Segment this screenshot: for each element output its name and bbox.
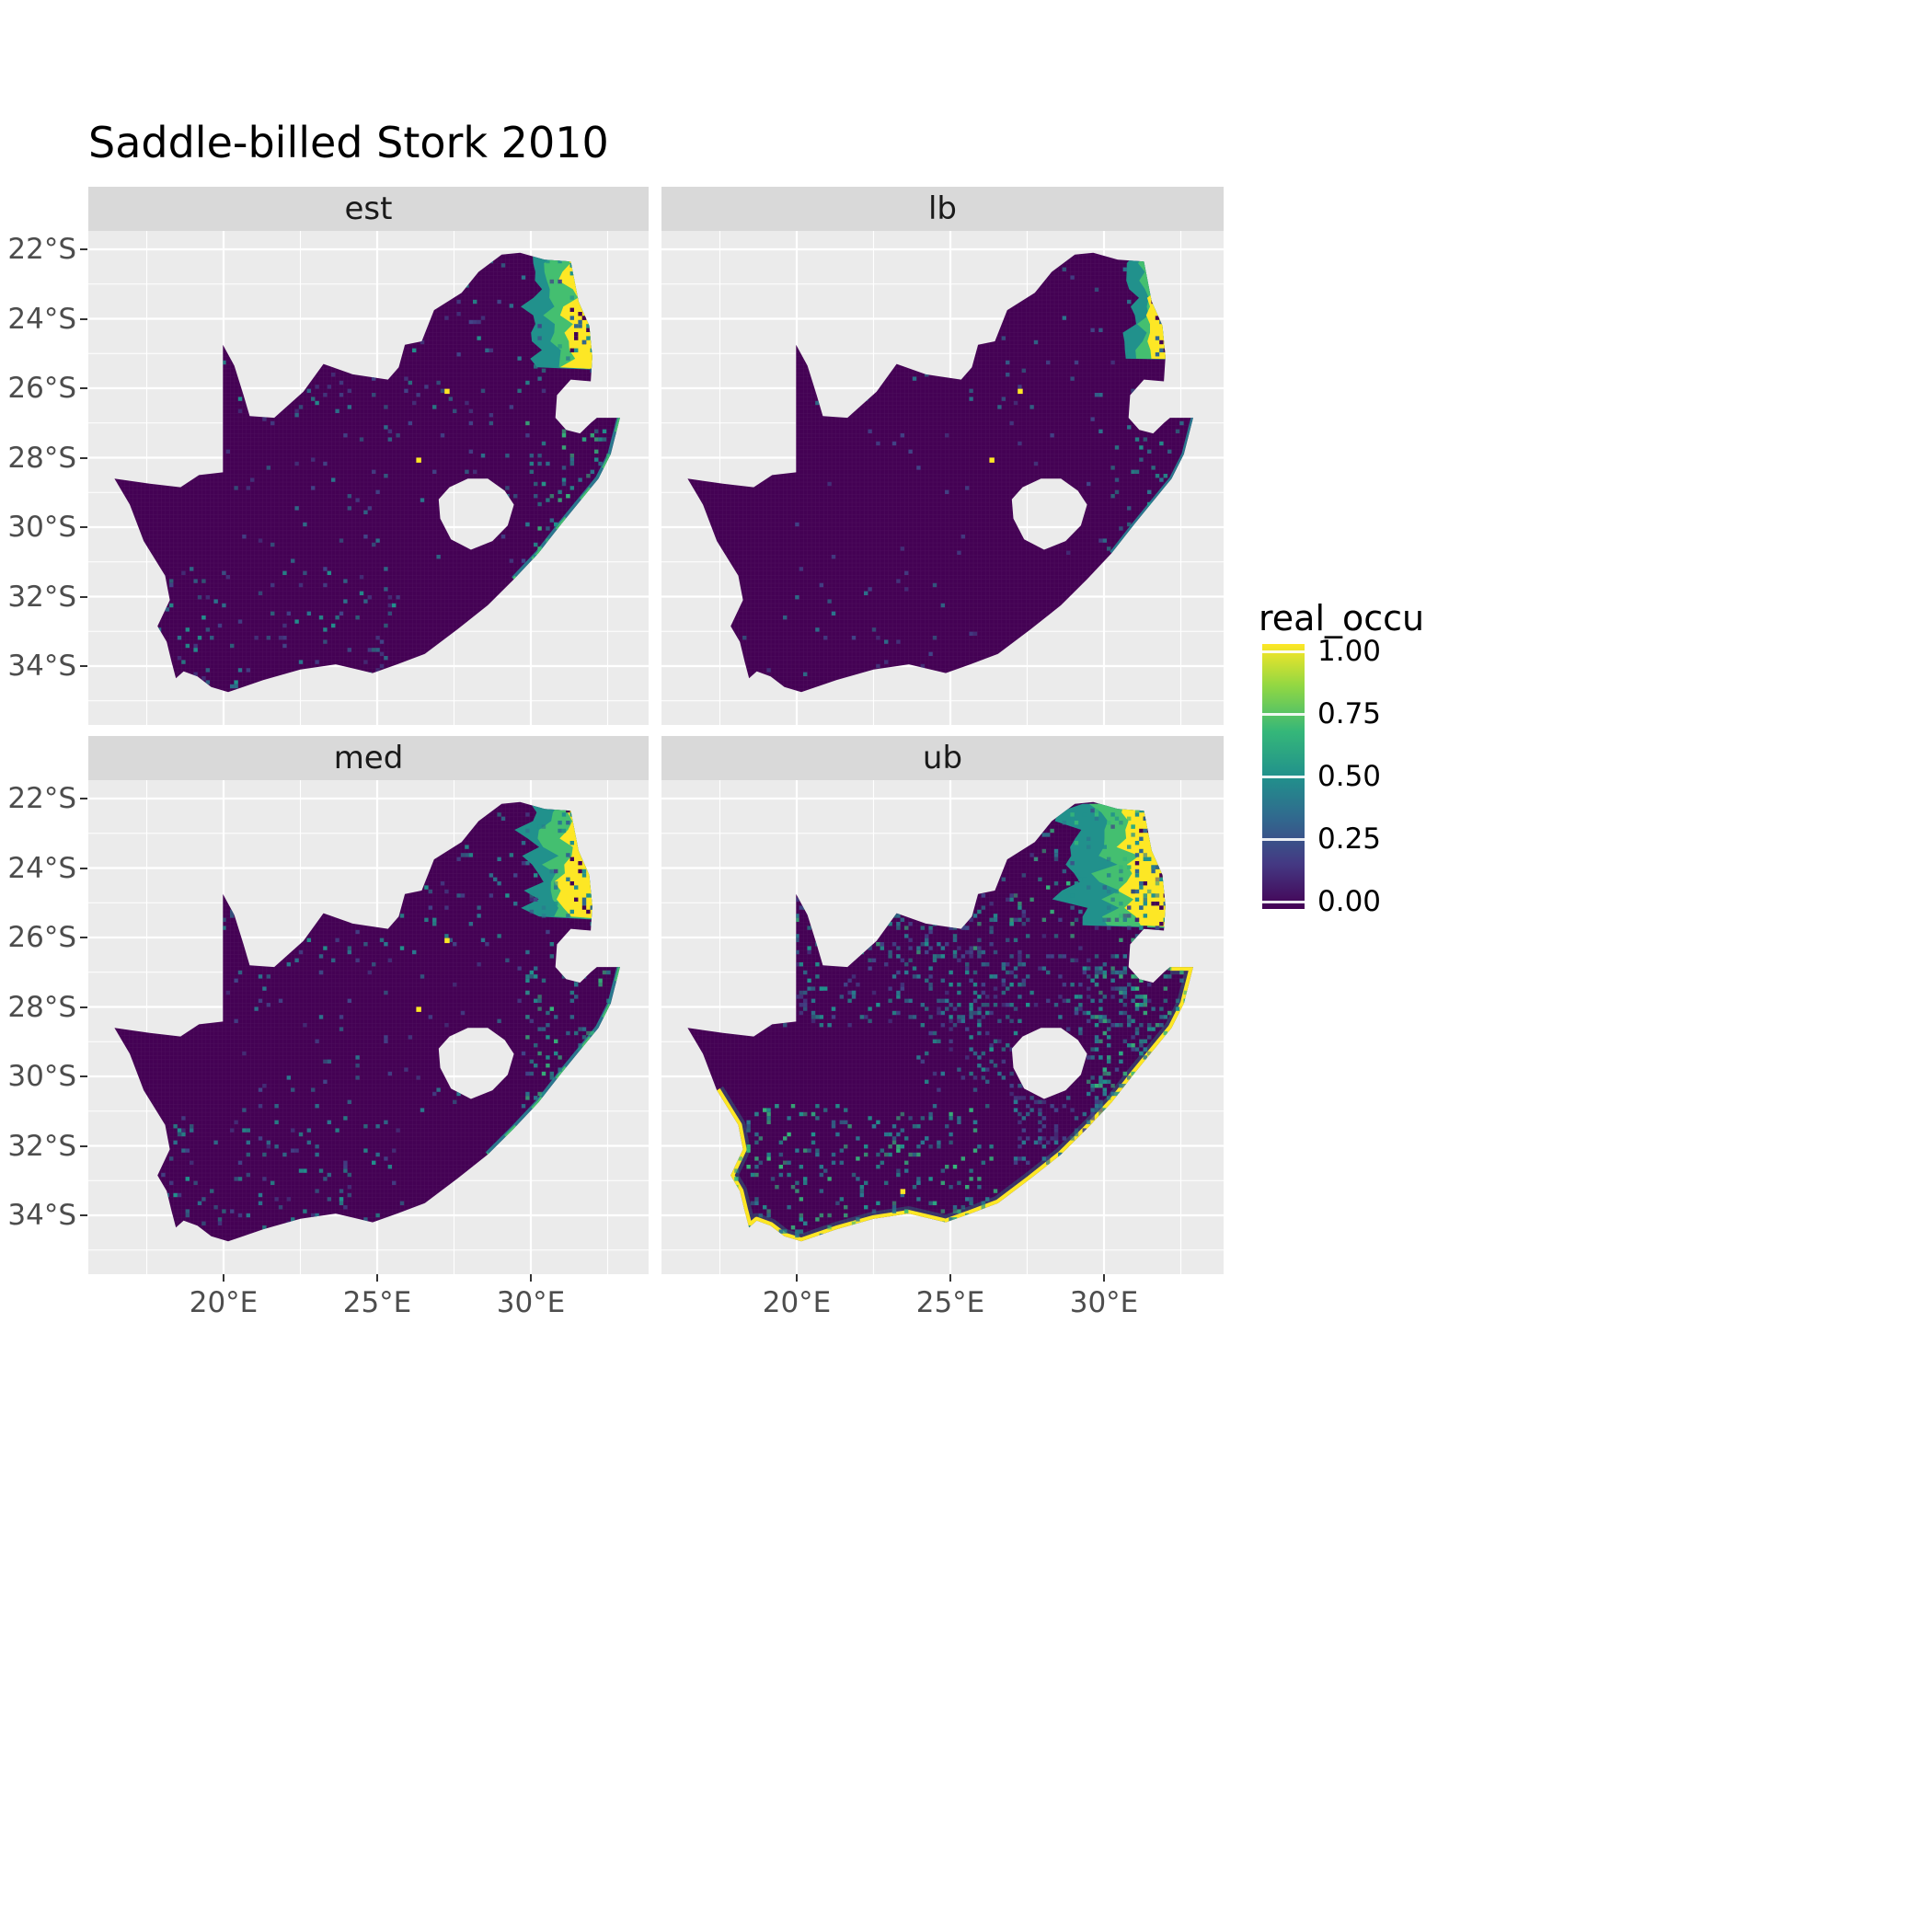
panel-med	[88, 780, 649, 1274]
y-tick-mark	[80, 387, 87, 390]
facet-strip-label: lb	[927, 190, 958, 227]
y-axis-label: 22°S	[7, 233, 76, 266]
y-axis-label: 28°S	[7, 990, 76, 1024]
facet-strip-med: med	[88, 736, 649, 780]
y-tick-mark	[80, 1075, 87, 1078]
y-axis-label: 24°S	[7, 851, 76, 885]
panel-est	[88, 231, 649, 725]
x-tick-mark	[949, 1274, 952, 1282]
y-tick-mark	[80, 456, 87, 459]
chart-title: Saddle-billed Stork 2010	[88, 118, 609, 167]
facet-strip-label: ub	[922, 740, 963, 776]
x-axis-label: 20°E	[762, 1286, 832, 1319]
x-axis-label: 30°E	[1069, 1286, 1139, 1319]
y-tick-mark	[80, 595, 87, 598]
facet-strip-lb: lb	[661, 187, 1224, 231]
y-axis-label: 26°S	[7, 372, 76, 405]
legend-tick-label: 0.75	[1317, 697, 1382, 730]
y-axis-label: 22°S	[7, 782, 76, 815]
y-axis-label: 30°S	[7, 1060, 76, 1093]
x-tick-mark	[223, 1274, 225, 1282]
legend-tick-mark	[1262, 838, 1305, 841]
facet-strip-label: med	[333, 740, 404, 776]
y-axis-label: 34°S	[7, 650, 76, 683]
x-tick-mark	[796, 1274, 799, 1282]
y-axis-label: 24°S	[7, 302, 76, 336]
y-tick-mark	[80, 937, 87, 939]
legend-title: real_occu	[1259, 598, 1425, 638]
legend-tick-mark	[1262, 713, 1305, 716]
y-tick-mark	[80, 1144, 87, 1147]
y-axis-label: 28°S	[7, 441, 76, 475]
map-lb	[661, 231, 1224, 725]
y-tick-mark	[80, 526, 87, 529]
legend-tick-mark	[1262, 650, 1305, 653]
y-tick-mark	[80, 1214, 87, 1217]
facet-strip-est: est	[88, 187, 649, 231]
facet-strip-label: est	[344, 190, 393, 227]
map-est	[88, 231, 649, 725]
y-tick-mark	[80, 665, 87, 668]
legend-tick-mark	[1262, 901, 1305, 903]
x-axis-label: 20°E	[189, 1286, 259, 1319]
y-tick-mark	[80, 798, 87, 800]
y-axis-label: 32°S	[7, 580, 76, 614]
y-axis-label: 32°S	[7, 1129, 76, 1163]
y-axis-label: 26°S	[7, 921, 76, 954]
x-tick-mark	[1103, 1274, 1106, 1282]
legend-tick-label: 0.25	[1317, 822, 1382, 856]
y-tick-mark	[80, 1006, 87, 1008]
x-axis-label: 25°E	[915, 1286, 985, 1319]
map-ub	[661, 780, 1224, 1274]
legend-tick-label: 0.50	[1317, 760, 1382, 793]
panel-ub	[661, 780, 1224, 1274]
map-med	[88, 780, 649, 1274]
y-tick-mark	[80, 867, 87, 869]
x-tick-mark	[530, 1274, 533, 1282]
legend-tick-label: 1.00	[1317, 635, 1382, 668]
x-tick-mark	[376, 1274, 379, 1282]
x-axis-label: 30°E	[496, 1286, 566, 1319]
y-tick-mark	[80, 317, 87, 320]
y-tick-mark	[80, 248, 87, 251]
x-axis-label: 25°E	[342, 1286, 412, 1319]
y-axis-label: 30°S	[7, 511, 76, 544]
legend-tick-mark	[1262, 776, 1305, 778]
facet-strip-ub: ub	[661, 736, 1224, 780]
panel-lb	[661, 231, 1224, 725]
y-axis-label: 34°S	[7, 1199, 76, 1232]
legend-tick-label: 0.00	[1317, 885, 1382, 918]
